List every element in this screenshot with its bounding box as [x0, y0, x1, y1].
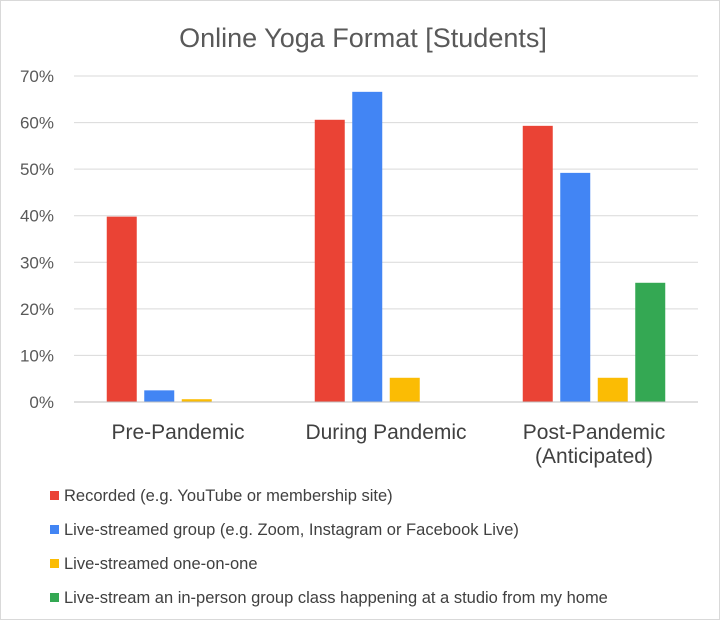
legend-label: Live-streamed group (e.g. Zoom, Instagra… — [64, 521, 519, 539]
gridlines — [74, 75, 698, 356]
bar-1-3 — [522, 125, 553, 403]
y-tick-label: 40% — [20, 207, 54, 226]
x-category-label: (Anticipated) — [535, 445, 653, 468]
y-tick-label: 70% — [20, 67, 54, 86]
y-tick-label: 60% — [20, 114, 54, 133]
y-tick-label: 30% — [20, 253, 54, 272]
x-category-label: Pre-Pandemic — [111, 421, 244, 444]
legend-swatch — [50, 525, 59, 534]
x-category-label: During Pandemic — [305, 421, 466, 444]
chart-title: Online Yoga Format [Students] — [179, 23, 547, 53]
bar-3-1 — [181, 399, 212, 402]
bars — [106, 91, 666, 403]
y-tick-label: 50% — [20, 160, 54, 179]
bar-4-3 — [635, 282, 666, 402]
bar-2-2 — [352, 91, 383, 402]
bar-1-1 — [106, 216, 137, 402]
legend-swatch — [50, 491, 59, 500]
bar-3-2 — [389, 377, 420, 402]
legend: Recorded (e.g. YouTube or membership sit… — [50, 487, 608, 607]
bar-2-1 — [144, 390, 175, 402]
bar-2-3 — [560, 172, 591, 402]
legend-label: Recorded (e.g. YouTube or membership sit… — [64, 487, 393, 505]
legend-label: Live-stream an in-person group class hap… — [64, 589, 608, 607]
y-tick-label: 20% — [20, 300, 54, 319]
legend-swatch — [50, 559, 59, 568]
bar-3-3 — [597, 377, 628, 402]
y-tick-label: 0% — [29, 393, 54, 412]
x-category-label: Post-Pandemic — [523, 421, 665, 444]
y-tick-label: 10% — [20, 346, 54, 365]
legend-label: Live-streamed one-on-one — [64, 555, 258, 573]
bar-1-2 — [314, 119, 345, 402]
x-axis-categories: Pre-Pandemic During Pandemic Post-Pandemic… — [111, 421, 665, 468]
legend-swatch — [50, 593, 59, 602]
y-axis-ticks: 0% 10% 20% 30% 40% 50% 60% 70% — [20, 67, 54, 412]
